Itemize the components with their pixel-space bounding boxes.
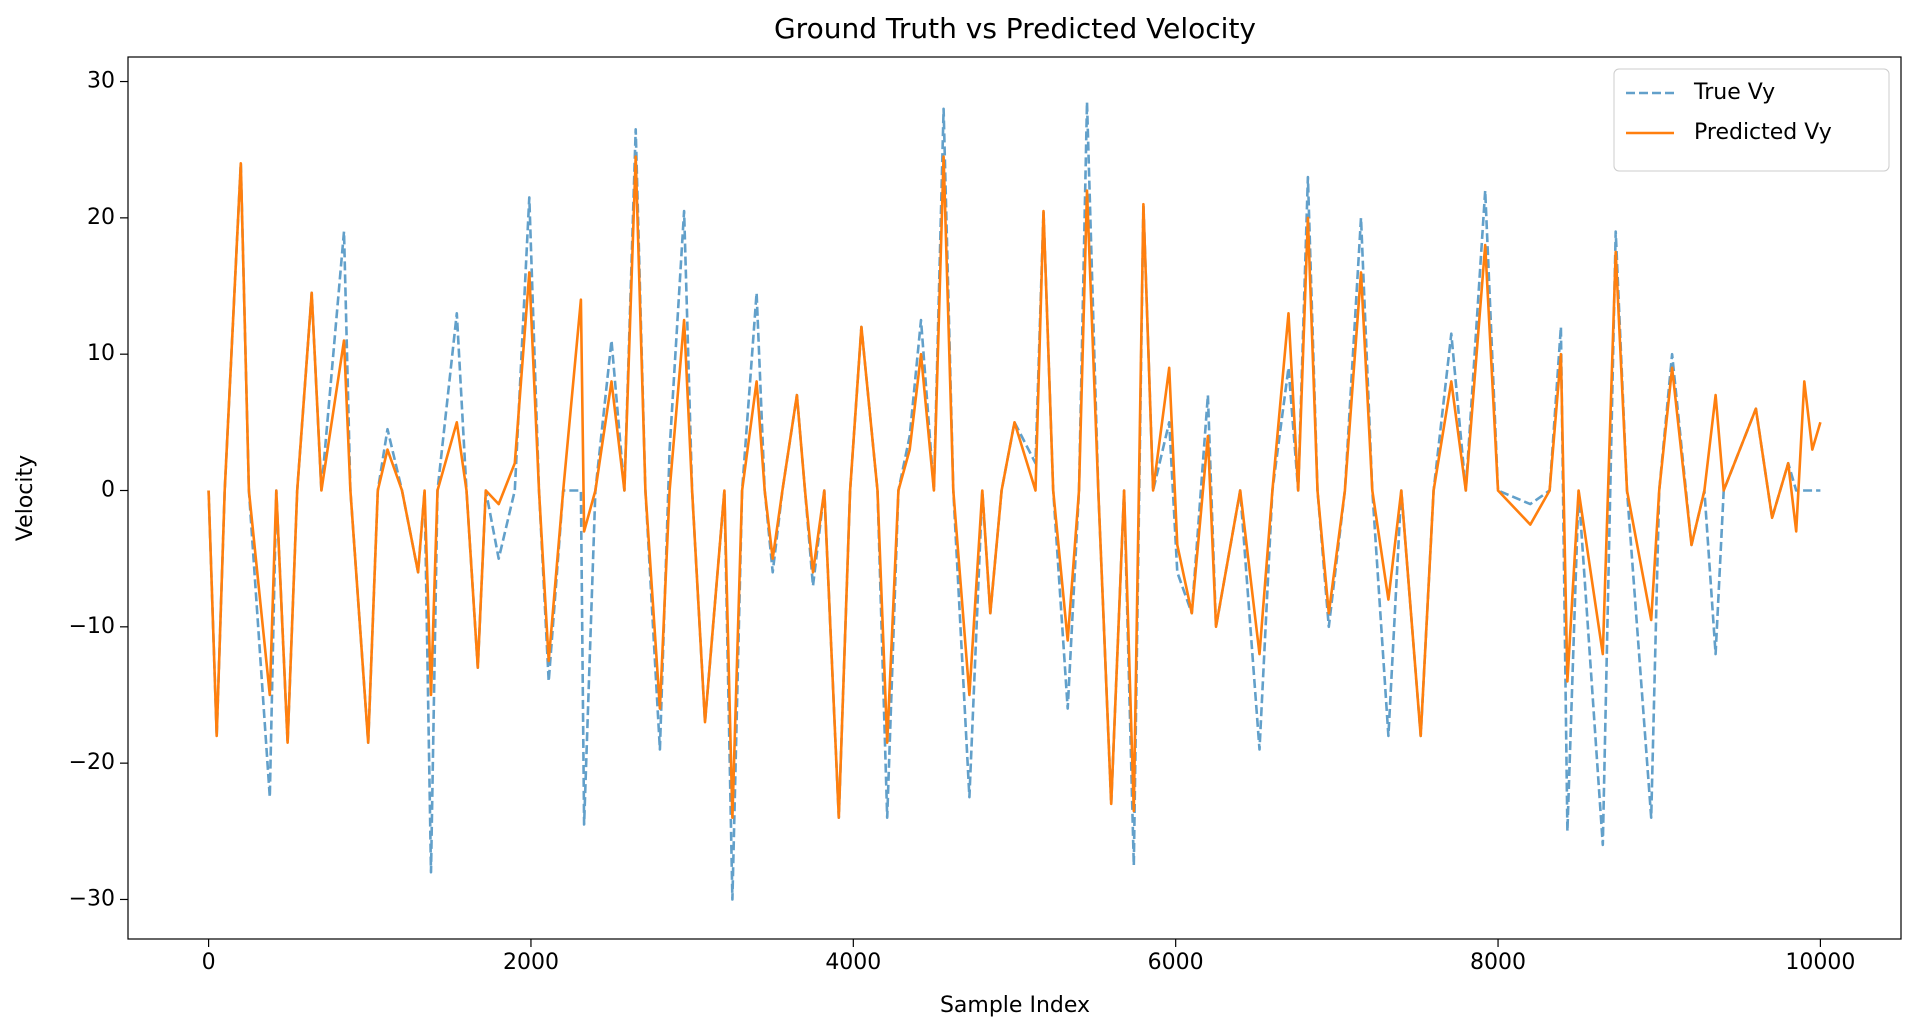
y-tick-label: −20 (69, 750, 115, 775)
y-tick-label: 20 (87, 205, 115, 230)
legend-box (1613, 68, 1890, 172)
legend-label: Predicted Vy (1694, 120, 1832, 145)
y-axis-label: Velocity (13, 455, 38, 541)
x-axis-label: Sample Index (940, 993, 1090, 1018)
x-tick-label: 0 (202, 950, 216, 975)
y-tick-label: −10 (69, 614, 115, 639)
y-tick-label: 0 (101, 478, 115, 503)
x-tick-label: 8000 (1470, 950, 1526, 975)
x-tick-label: 6000 (1148, 950, 1204, 975)
x-tick-label: 2000 (503, 950, 559, 975)
x-tick-label: 10000 (1785, 950, 1855, 975)
line-series (207, 100, 1821, 901)
chart-title: Ground Truth vs Predicted Velocity (774, 12, 1256, 45)
line-series (207, 155, 1822, 819)
x-tick-label: 4000 (825, 950, 881, 975)
plot-frame (127, 56, 1902, 940)
y-tick-label: 10 (87, 341, 115, 366)
y-tick-label: 30 (87, 69, 115, 94)
legend-label: True Vy (1693, 80, 1775, 105)
y-tick-label: −30 (69, 886, 115, 911)
